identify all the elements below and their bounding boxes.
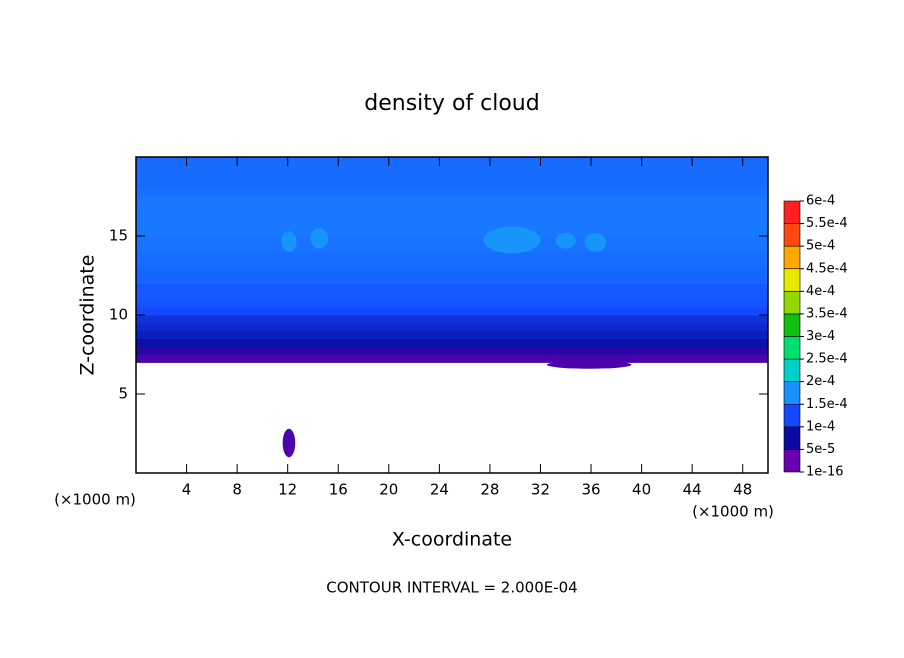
contour-patch — [546, 360, 632, 369]
colorbar-label: 1e-16 — [806, 465, 844, 480]
colorbar-swatch — [783, 381, 801, 405]
x-tick-label: 48 — [733, 481, 752, 499]
colorbar-swatch — [783, 336, 801, 360]
x-tick-label: 28 — [480, 481, 499, 499]
colorbar-label: 1.5e-4 — [806, 397, 848, 412]
contour-patch — [282, 428, 296, 458]
contour-patch — [555, 232, 576, 249]
contour-band — [136, 196, 768, 205]
x-tick-label: 24 — [430, 481, 449, 499]
colorbar-label: 4.5e-4 — [806, 261, 848, 276]
y-unit: (×1000 m) — [54, 491, 136, 509]
colorbar-label: 2.5e-4 — [806, 352, 848, 367]
footer: CONTOUR INTERVAL = 2.000E-04 — [326, 579, 577, 597]
contour-patch — [281, 231, 297, 252]
contour-patch — [584, 232, 607, 252]
contour-band — [136, 299, 768, 308]
colorbar-label: 3e-4 — [806, 329, 835, 344]
colorbar-swatch — [783, 403, 801, 428]
colorbar-label: 5e-5 — [806, 442, 835, 457]
contour-patch — [310, 228, 329, 249]
contour-band — [136, 330, 768, 340]
contour-band — [136, 157, 768, 190]
contour-band — [136, 188, 768, 197]
x-tick-label: 12 — [278, 481, 297, 499]
colorbar-label: 3.5e-4 — [806, 306, 848, 321]
colorbar-label: 1e-4 — [806, 419, 835, 434]
contour-band — [136, 315, 768, 324]
y-tick-label: 15 — [109, 227, 128, 245]
colorbar-swatch — [783, 223, 801, 247]
contour-band — [136, 251, 768, 269]
contour-band — [136, 338, 768, 348]
colorbar-swatch — [783, 200, 801, 224]
contour-band — [136, 283, 768, 300]
colorbar-swatch — [783, 426, 801, 450]
contour-band — [136, 354, 768, 363]
x-tick-label: 32 — [531, 481, 550, 499]
contour-band — [136, 220, 768, 237]
colorbar-label: 6e-4 — [806, 194, 835, 209]
chart-title: density of cloud — [364, 91, 539, 116]
x-tick-label: 16 — [329, 481, 348, 499]
x-tick-label: 20 — [379, 481, 398, 499]
colorbar-swatch — [783, 268, 801, 292]
colorbar-label: 2e-4 — [806, 374, 835, 389]
x-tick-label: 8 — [232, 481, 242, 499]
colorbar-swatch — [783, 449, 801, 473]
colorbar-swatch — [783, 245, 801, 270]
x-unit: (×1000 m) — [692, 503, 774, 521]
colorbar-label: 5e-4 — [806, 239, 835, 254]
contour-band — [136, 236, 768, 253]
y-axis-label: Z-coordinate — [77, 255, 99, 376]
colorbar-swatch — [783, 313, 801, 337]
x-tick-label: 4 — [182, 481, 192, 499]
x-tick-label: 44 — [683, 481, 702, 499]
colorbar-swatch — [783, 358, 801, 382]
contour-band — [136, 267, 768, 284]
colorbar-swatch — [783, 291, 801, 315]
y-tick-label: 10 — [109, 306, 128, 324]
x-axis-label: X-coordinate — [392, 529, 512, 551]
x-tick-label: 40 — [632, 481, 651, 499]
contour-patch — [483, 226, 541, 254]
contour-band — [136, 204, 768, 221]
contour-band — [136, 307, 768, 316]
contour-band — [136, 346, 768, 355]
contour-band — [136, 322, 768, 332]
colorbar-label: 4e-4 — [806, 284, 835, 299]
y-tick-label: 5 — [118, 385, 128, 403]
x-tick-label: 36 — [581, 481, 600, 499]
colorbar-label: 5.5e-4 — [806, 216, 848, 231]
